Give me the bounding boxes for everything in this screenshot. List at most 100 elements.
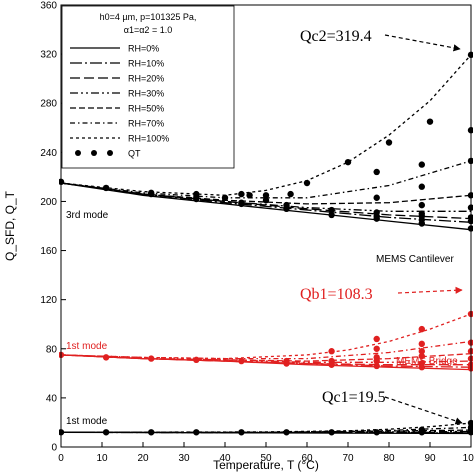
group-label-cantilever: MEMS Cantilever (376, 254, 454, 265)
qt-point-group0 (467, 204, 473, 211)
qt-point-group0 (467, 192, 473, 199)
x-tick-label: 30 (178, 453, 190, 464)
legend-dot (75, 150, 81, 156)
qt-point-group1 (418, 325, 425, 333)
qt-point-group1 (467, 348, 473, 355)
qt-point-group2 (193, 429, 200, 436)
annotation-qb1-arrow (397, 286, 463, 294)
x-tick-label: 50 (260, 453, 272, 464)
qt-point-group1 (418, 360, 425, 367)
legend-params-line1: h0=4 µm, p=101325 Pa, (100, 12, 197, 22)
qt-point-group1 (467, 355, 473, 362)
y-tick-label: 200 (40, 197, 57, 208)
qt-point-group0 (193, 190, 200, 198)
qt-point-group0 (467, 214, 473, 221)
qt-point-group1 (328, 348, 335, 355)
qt-point-group0 (287, 190, 294, 198)
y-tick-label: 160 (40, 246, 57, 257)
qt-point-group2 (418, 426, 425, 434)
y-tick-label: 120 (40, 295, 57, 306)
mode-label-cantilever-3rd: 3rd mode (66, 210, 109, 221)
x-tick-label: 100 (463, 453, 474, 464)
qt-point-group0 (303, 179, 311, 187)
qt-point-group0 (328, 211, 335, 219)
qt-point-group0 (418, 216, 425, 224)
qt-point-group2 (373, 429, 380, 436)
qt-point-group1 (373, 362, 380, 370)
qt-point-group1 (373, 354, 380, 361)
series-line-group1-rh70 (60, 340, 472, 360)
annotation-qc2: Qc2=319.4 (300, 28, 372, 45)
ticks-layer: 0 10 20 30 40 50 60 70 80 90 100 0 40 80 120 160 200 240 2… (40, 1, 474, 465)
qt-point-group1 (467, 310, 473, 318)
qt-point-group1 (418, 352, 425, 360)
legend-label: RH=0% (128, 44, 159, 54)
qt-point-group0 (221, 194, 229, 201)
qt-point-group1 (238, 357, 245, 365)
qt-point-group0 (328, 206, 335, 214)
qt-point-group2 (238, 429, 245, 436)
y-tick-label: 320 (40, 50, 57, 61)
annotation-qb1: Qb1=108.3 (300, 286, 373, 303)
x-tick-label: 20 (137, 453, 149, 464)
qt-point-group0 (102, 184, 110, 192)
qt-point-group2 (283, 429, 290, 436)
legend-label: QT (128, 149, 141, 159)
qt-point-group0 (467, 51, 473, 59)
qt-point-group0 (373, 212, 380, 220)
x-tick-label: 40 (219, 453, 231, 464)
annotation-qc1-arrow (384, 396, 463, 425)
annotation-qc1: Qc1=19.5 (322, 389, 386, 406)
legend: h0=4 µm, p=101325 Pa, α1=α2 = 1.0 RH=0% R… (61, 5, 235, 169)
annotation-qc2-arrow (384, 34, 461, 52)
legend-dot (107, 150, 113, 156)
qt-point-group2 (102, 429, 110, 436)
qt-point-group0 (373, 194, 380, 201)
legend-box (61, 5, 235, 169)
qt-point-group0 (418, 183, 425, 190)
x-tick-label: 0 (58, 453, 64, 464)
qt-point-group2 (328, 429, 335, 436)
qt-point-group0 (238, 190, 245, 198)
qt-point-group0 (373, 168, 380, 176)
y-tick-label: 0 (51, 443, 57, 454)
y-tick-label: 280 (40, 99, 57, 110)
qt-point-group2 (148, 429, 155, 436)
qt-point-group0 (467, 157, 473, 165)
qt-point-group1 (328, 357, 335, 365)
qt-point-group0 (59, 178, 65, 185)
qt-point-group1 (59, 351, 65, 359)
qt-point-group1 (283, 357, 290, 365)
qt-point-group2 (467, 419, 473, 427)
qt-point-group0 (246, 192, 253, 199)
qt-point-group2 (59, 429, 65, 436)
qt-point-group0 (283, 201, 290, 209)
qt-point-group0 (467, 225, 473, 232)
qt-point-group0 (262, 197, 270, 204)
qt-point-group0 (193, 195, 200, 203)
legend-params-line2: α1=α2 = 1.0 (124, 25, 172, 35)
y-tick-label: 360 (40, 1, 57, 12)
legend-dot (91, 150, 97, 156)
series-line-group1-rh50 (60, 353, 472, 362)
y-tick-label: 80 (46, 344, 58, 355)
qt-point-group0 (467, 127, 473, 134)
qt-point-group1 (467, 339, 473, 346)
legend-label: RH=50% (128, 104, 164, 114)
qt-point-group0 (418, 201, 425, 209)
series-line-group0-rh20 (60, 182, 472, 220)
qt-point-group0 (385, 139, 393, 146)
legend-label: RH=70% (128, 119, 164, 129)
qt-point-group0 (238, 199, 245, 206)
qt-point-group1 (418, 348, 425, 355)
x-tick-label: 90 (424, 453, 436, 464)
series-line-group0-rh0 (60, 182, 472, 231)
qt-point-group0 (344, 158, 352, 166)
legend-entries: RH=0% RH=10% RH=20% RH=30% RH=50% RH=70% RH=10… (70, 44, 169, 159)
x-tick-label: 70 (342, 453, 354, 464)
y-tick-label: 240 (40, 148, 57, 159)
qt-points-layer (59, 51, 473, 436)
qt-point-group0 (148, 190, 155, 198)
legend-label: RH=30% (128, 89, 164, 99)
series-line-group1-rh20 (60, 354, 471, 366)
